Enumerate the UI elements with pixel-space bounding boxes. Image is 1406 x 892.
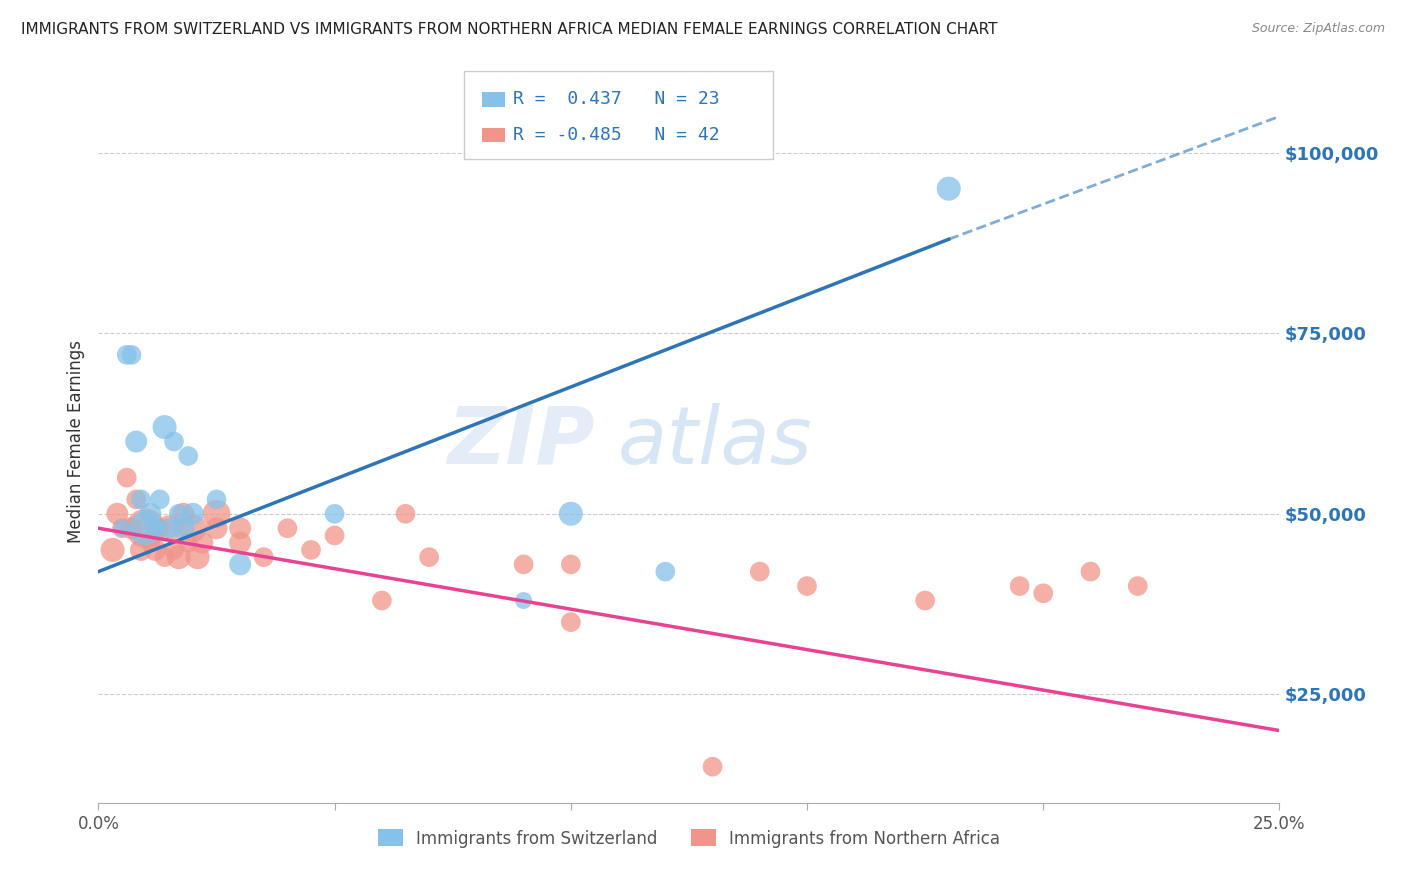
Point bbox=[276, 521, 298, 535]
Point bbox=[371, 593, 394, 607]
Point bbox=[139, 507, 162, 521]
Point bbox=[205, 507, 228, 521]
Point bbox=[191, 535, 214, 549]
Point bbox=[157, 521, 180, 535]
Y-axis label: Median Female Earnings: Median Female Earnings bbox=[66, 340, 84, 543]
Point bbox=[111, 521, 134, 535]
Point bbox=[394, 507, 416, 521]
Point bbox=[1032, 586, 1054, 600]
Point bbox=[121, 521, 143, 535]
Point bbox=[205, 492, 228, 507]
Point bbox=[323, 507, 346, 521]
Point bbox=[299, 542, 322, 557]
Point bbox=[139, 535, 162, 549]
Point bbox=[125, 492, 148, 507]
Point bbox=[135, 521, 157, 535]
Point bbox=[560, 507, 582, 521]
Point bbox=[229, 521, 252, 535]
Point bbox=[796, 579, 818, 593]
Text: R = -0.485   N = 42: R = -0.485 N = 42 bbox=[513, 126, 720, 144]
Point bbox=[167, 507, 190, 521]
Point bbox=[153, 420, 176, 434]
Point bbox=[153, 550, 176, 565]
Point bbox=[181, 521, 204, 535]
Point bbox=[512, 593, 534, 607]
Point bbox=[157, 521, 180, 535]
Point bbox=[914, 593, 936, 607]
Point bbox=[181, 507, 204, 521]
Point bbox=[172, 507, 194, 521]
Point bbox=[121, 348, 143, 362]
Point bbox=[167, 550, 190, 565]
Point bbox=[115, 348, 138, 362]
Point bbox=[418, 550, 440, 565]
Point bbox=[101, 542, 124, 557]
Point bbox=[135, 521, 157, 535]
Point bbox=[560, 615, 582, 630]
Point bbox=[177, 535, 200, 549]
Point bbox=[143, 542, 166, 557]
Point bbox=[163, 434, 186, 449]
Point bbox=[938, 181, 960, 195]
Text: R =  0.437   N = 23: R = 0.437 N = 23 bbox=[513, 90, 720, 108]
Point bbox=[163, 542, 186, 557]
Point bbox=[1080, 565, 1102, 579]
Point bbox=[1126, 579, 1149, 593]
Point bbox=[748, 565, 770, 579]
Point bbox=[512, 558, 534, 572]
Point bbox=[177, 449, 200, 463]
Point bbox=[111, 521, 134, 535]
Point bbox=[187, 550, 209, 565]
Point bbox=[229, 535, 252, 549]
Legend: Immigrants from Switzerland, Immigrants from Northern Africa: Immigrants from Switzerland, Immigrants … bbox=[370, 821, 1008, 856]
Point bbox=[702, 760, 724, 774]
Point bbox=[1008, 579, 1031, 593]
Point bbox=[323, 528, 346, 542]
Point bbox=[253, 550, 276, 565]
Point bbox=[172, 521, 194, 535]
Point bbox=[205, 521, 228, 535]
Point bbox=[149, 492, 172, 507]
Text: Source: ZipAtlas.com: Source: ZipAtlas.com bbox=[1251, 22, 1385, 36]
Point bbox=[143, 521, 166, 535]
Point bbox=[125, 434, 148, 449]
Text: IMMIGRANTS FROM SWITZERLAND VS IMMIGRANTS FROM NORTHERN AFRICA MEDIAN FEMALE EAR: IMMIGRANTS FROM SWITZERLAND VS IMMIGRANT… bbox=[21, 22, 998, 37]
Point bbox=[115, 470, 138, 484]
Point bbox=[129, 542, 152, 557]
Text: ZIP: ZIP bbox=[447, 402, 595, 481]
Point bbox=[129, 492, 152, 507]
Text: atlas: atlas bbox=[619, 402, 813, 481]
Point bbox=[105, 507, 128, 521]
Point bbox=[149, 521, 172, 535]
Point bbox=[560, 558, 582, 572]
Point bbox=[654, 565, 676, 579]
Point bbox=[229, 558, 252, 572]
